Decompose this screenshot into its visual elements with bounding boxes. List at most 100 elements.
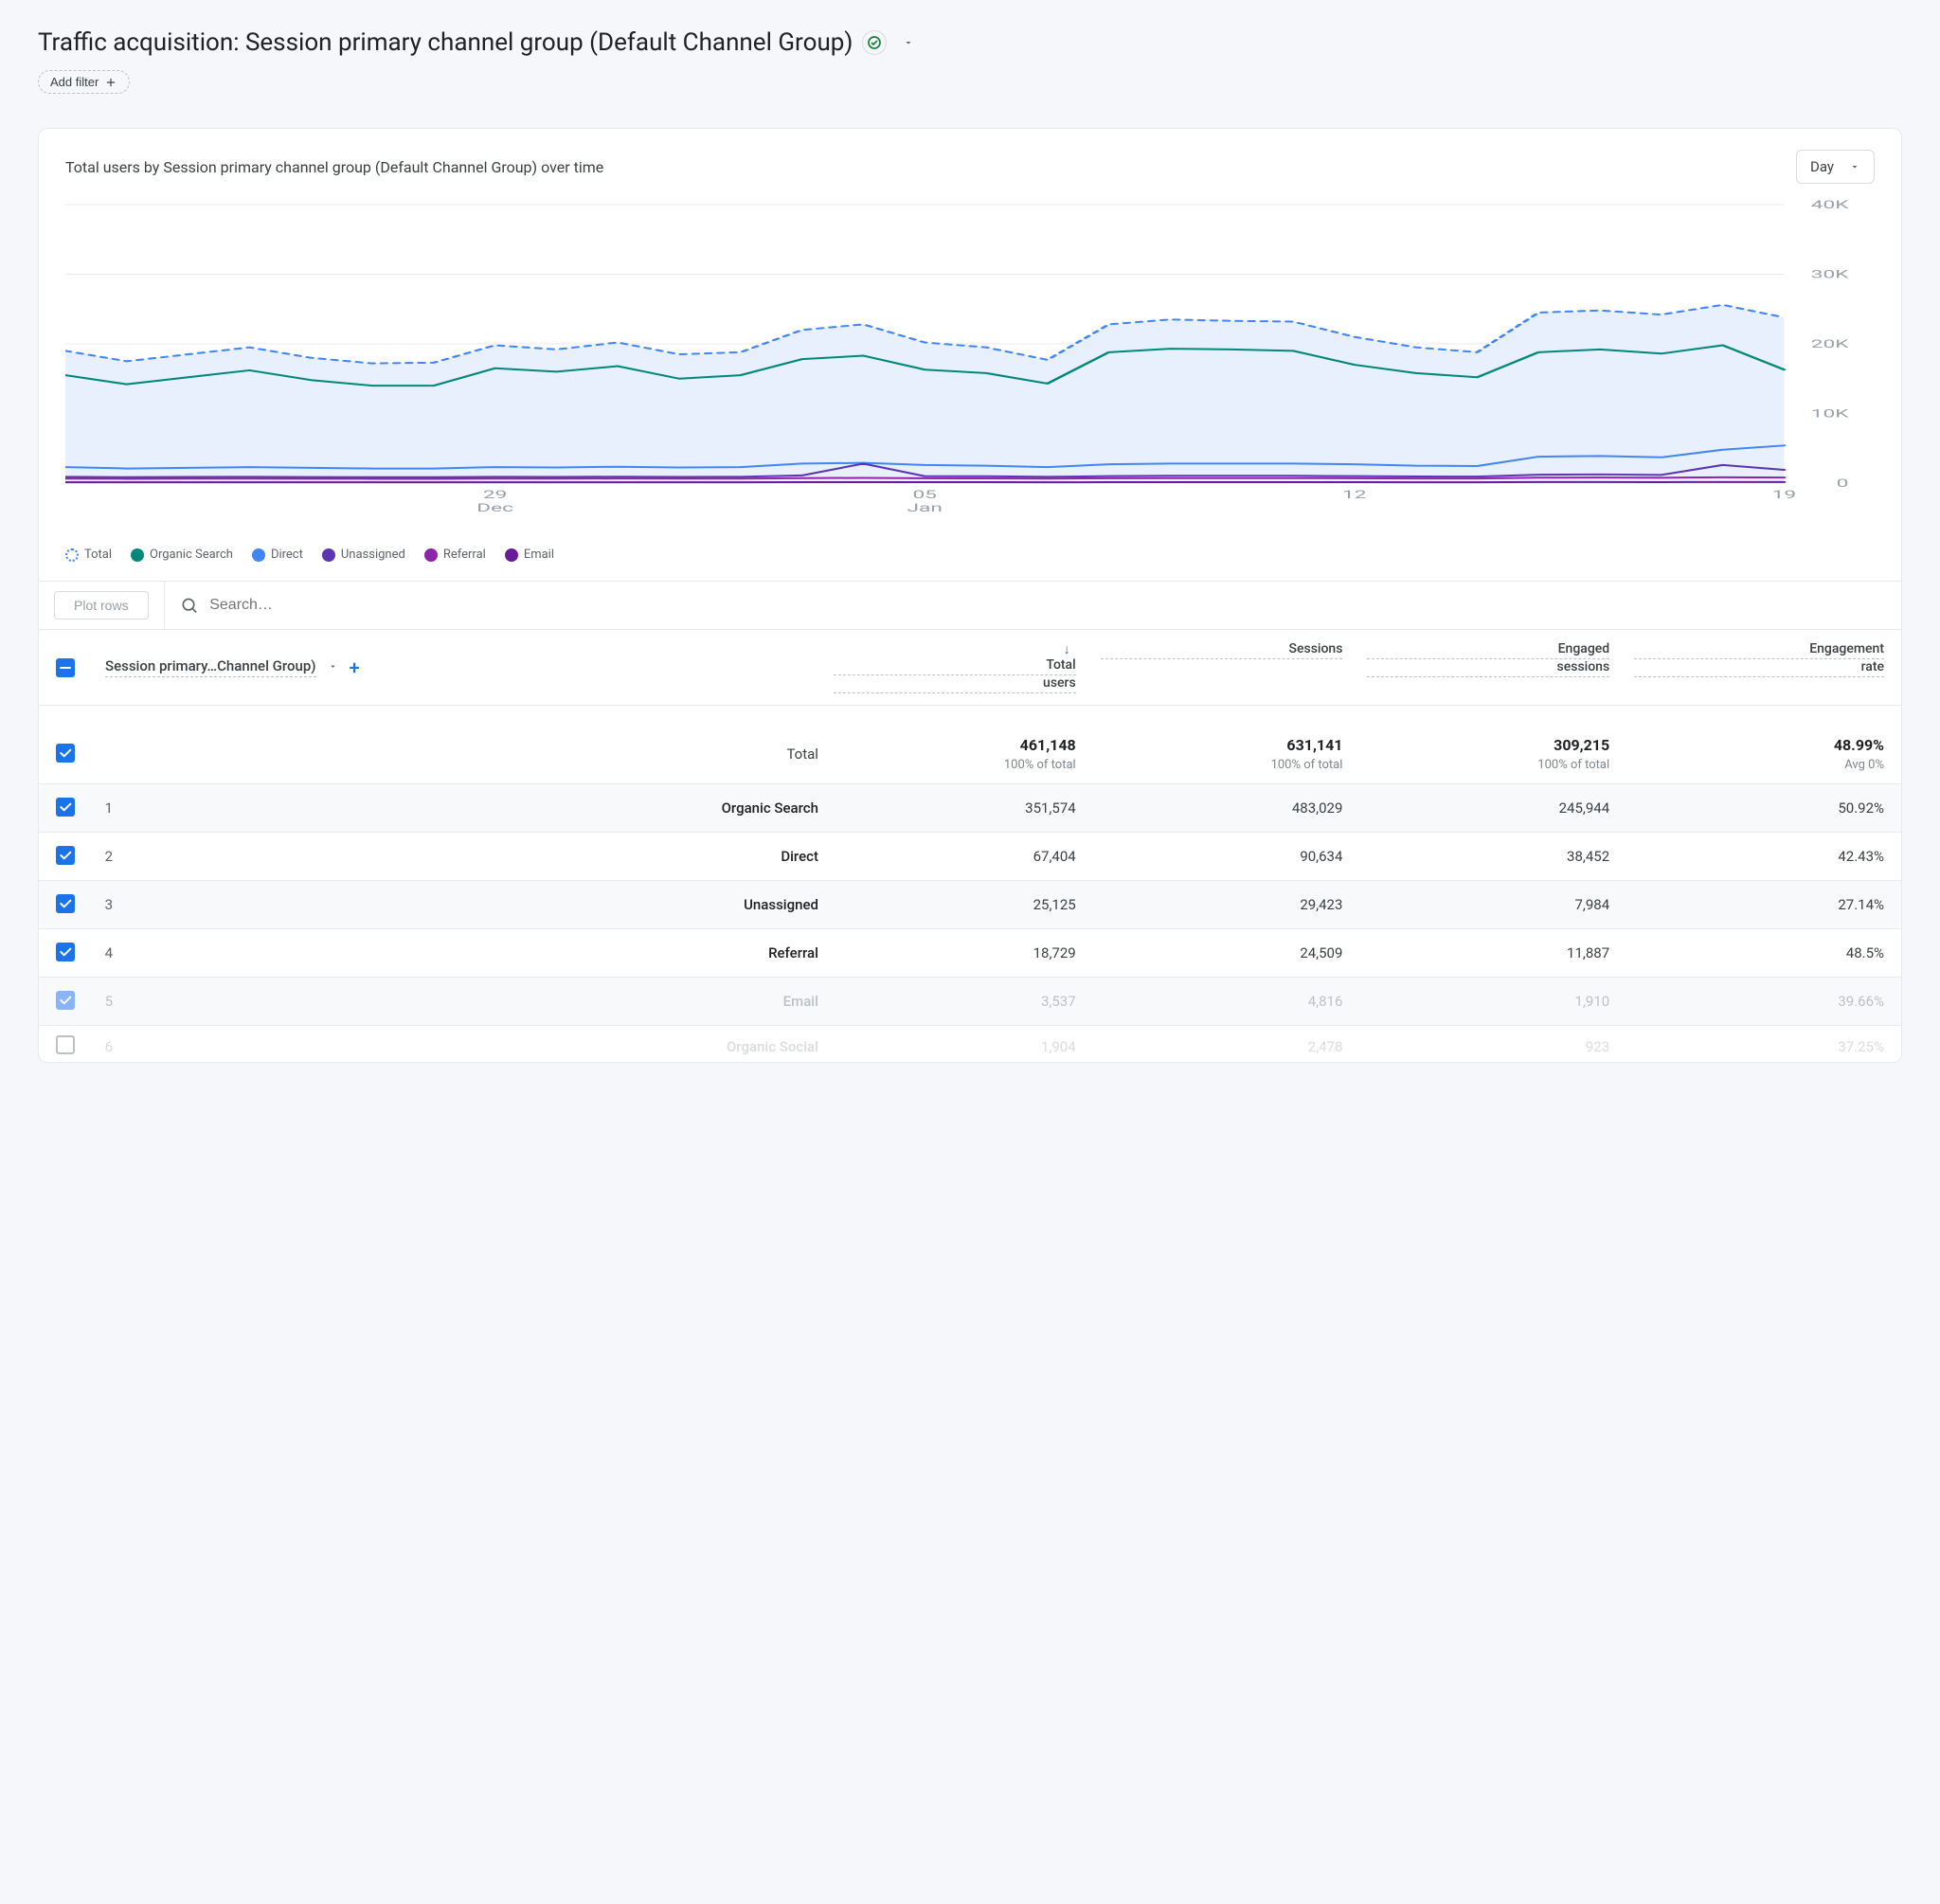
row-checkbox[interactable] (56, 846, 75, 865)
plus-icon (104, 76, 117, 89)
legend-item[interactable]: Referral (424, 548, 486, 562)
metric-cell: 37.25% (1626, 1026, 1901, 1063)
column-header-engagement-rate[interactable]: Engagementrate (1626, 630, 1901, 706)
legend-item[interactable]: Direct (252, 548, 303, 562)
svg-text:Jan: Jan (907, 501, 943, 514)
table-row[interactable]: 2Direct67,40490,63438,45242.43% (39, 833, 1901, 881)
row-checkbox[interactable] (56, 894, 75, 913)
plot-rows-button[interactable]: Plot rows (54, 591, 149, 620)
metric-cell: 11,887 (1359, 929, 1626, 978)
add-dimension-button[interactable]: + (350, 656, 360, 679)
total-label: Total (122, 706, 826, 784)
metric-cell: 27.14% (1626, 881, 1901, 929)
legend-swatch (65, 548, 79, 562)
metric-cell: 50.92% (1626, 784, 1901, 833)
dimension-label[interactable]: Session primary…Channel Group) (105, 657, 316, 677)
granularity-value: Day (1810, 158, 1834, 175)
column-header-engaged-sessions[interactable]: Engagedsessions (1359, 630, 1626, 706)
row-index: 2 (88, 833, 122, 881)
column-header-sessions[interactable]: Sessions (1093, 630, 1360, 706)
metric-cell: 18,729 (826, 929, 1093, 978)
table-total-row: Total461,148100% of total631,141100% of … (39, 706, 1901, 784)
row-checkbox[interactable] (56, 943, 75, 961)
metric-cell: 24,509 (1093, 929, 1360, 978)
svg-text:29: 29 (483, 488, 507, 501)
svg-text:19: 19 (1772, 488, 1796, 501)
svg-text:05: 05 (912, 488, 936, 501)
legend-label: Email (524, 548, 554, 562)
row-name: Organic Search (122, 784, 826, 833)
table-row[interactable]: 3Unassigned25,12529,4237,98427.14% (39, 881, 1901, 929)
select-all-checkbox[interactable] (56, 658, 75, 677)
row-index: 3 (88, 881, 122, 929)
legend-item[interactable]: Unassigned (322, 548, 405, 562)
metric-cell: 1,910 (1359, 978, 1626, 1026)
legend-item[interactable]: Organic Search (131, 548, 233, 562)
svg-text:Dec: Dec (476, 501, 513, 514)
metric-cell: 2,478 (1093, 1026, 1360, 1063)
legend-swatch (252, 548, 265, 562)
row-checkbox[interactable] (56, 798, 75, 817)
svg-text:12: 12 (1342, 488, 1366, 501)
svg-text:10K: 10K (1811, 407, 1849, 421)
granularity-select[interactable]: Day (1796, 150, 1875, 184)
metric-cell: 25,125 (826, 881, 1093, 929)
legend-label: Direct (271, 548, 303, 562)
svg-text:30K: 30K (1811, 268, 1849, 281)
metric-cell: 4,816 (1093, 978, 1360, 1026)
search-input[interactable] (209, 597, 1886, 614)
row-name: Referral (122, 929, 826, 978)
data-table: Session primary…Channel Group) + ↓Totalu… (39, 630, 1901, 1062)
table-row[interactable]: 5Email3,5374,8161,91039.66% (39, 978, 1901, 1026)
metric-cell: 38,452 (1359, 833, 1626, 881)
row-index: 6 (88, 1026, 122, 1063)
row-name: Unassigned (122, 881, 826, 929)
legend-label: Total (84, 548, 112, 562)
metric-cell: 48.5% (1626, 929, 1901, 978)
table-row[interactable]: 6Organic Social1,9042,47892337.25% (39, 1026, 1901, 1063)
row-index: 5 (88, 978, 122, 1026)
metric-cell: 483,029 (1093, 784, 1360, 833)
legend-label: Referral (443, 548, 486, 562)
legend-item[interactable]: Email (505, 548, 554, 562)
search-icon (180, 596, 199, 615)
dimension-dropdown-icon[interactable] (328, 660, 338, 675)
svg-text:0: 0 (1837, 476, 1849, 490)
metric-cell: 3,537 (826, 978, 1093, 1026)
metric-cell: 7,984 (1359, 881, 1626, 929)
row-name: Direct (122, 833, 826, 881)
metric-cell: 923 (1359, 1026, 1626, 1063)
title-dropdown-button[interactable] (896, 30, 921, 55)
metric-cell: 351,574 (826, 784, 1093, 833)
row-name: Email (122, 978, 826, 1026)
metric-cell: 90,634 (1093, 833, 1360, 881)
svg-text:20K: 20K (1811, 337, 1849, 350)
legend-label: Organic Search (150, 548, 233, 562)
table-row[interactable]: 1Organic Search351,574483,029245,94450.9… (39, 784, 1901, 833)
legend-swatch (505, 548, 518, 562)
report-card: Total users by Session primary channel g… (38, 128, 1902, 1063)
row-checkbox[interactable] (56, 744, 75, 763)
sort-arrow-icon: ↓ (1058, 641, 1076, 657)
table-row[interactable]: 4Referral18,72924,50911,88748.5% (39, 929, 1901, 978)
column-header-total-users[interactable]: ↓Totalusers (826, 630, 1093, 706)
row-checkbox[interactable] (56, 991, 75, 1010)
row-checkbox[interactable] (56, 1035, 75, 1054)
metric-cell: 1,904 (826, 1026, 1093, 1063)
line-chart: 010K20K30K40K29Dec05Jan1219 (65, 199, 1856, 521)
status-check-icon (862, 30, 887, 55)
metric-cell: 39.66% (1626, 978, 1901, 1026)
select-all-header (39, 630, 88, 706)
page-title: Traffic acquisition: Session primary cha… (38, 28, 853, 57)
legend-swatch (131, 548, 144, 562)
legend-item[interactable]: Total (65, 548, 112, 562)
metric-cell: 42.43% (1626, 833, 1901, 881)
metric-cell: 67,404 (826, 833, 1093, 881)
legend-label: Unassigned (341, 548, 405, 562)
table-toolbar: Plot rows (39, 581, 1901, 630)
dimension-header: Session primary…Channel Group) + (88, 630, 826, 706)
add-filter-button[interactable]: Add filter (38, 70, 130, 94)
row-index: 1 (88, 784, 122, 833)
legend-swatch (424, 548, 438, 562)
legend-swatch (322, 548, 335, 562)
